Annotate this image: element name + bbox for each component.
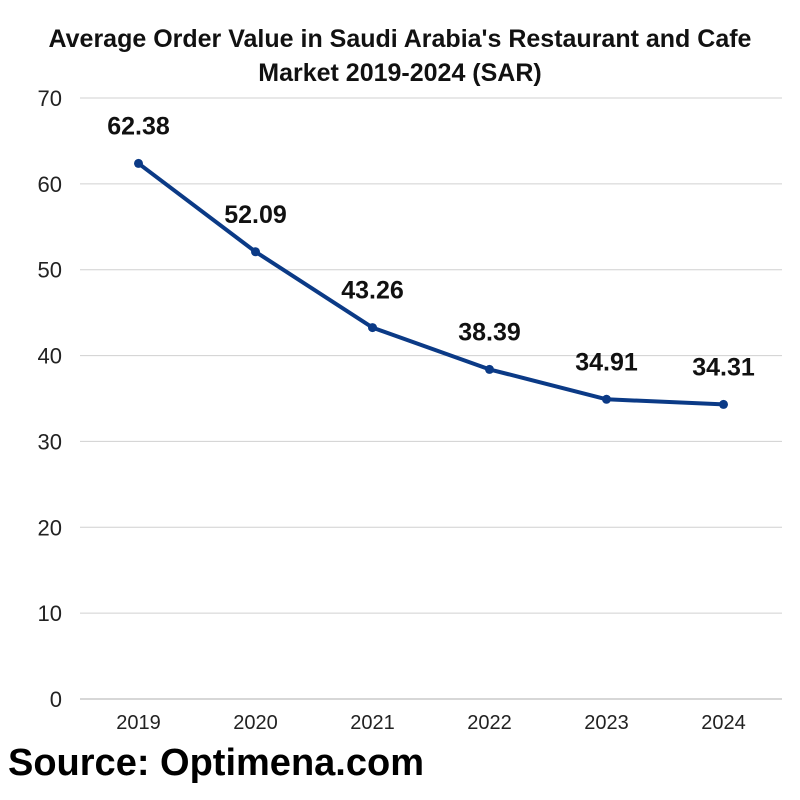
series-line xyxy=(134,158,728,409)
data-point xyxy=(602,394,611,404)
source-caption: Source: Optimena.com xyxy=(8,742,424,784)
data-label: 34.31 xyxy=(692,353,755,381)
y-tick-label: 30 xyxy=(38,429,62,454)
y-tick-label: 60 xyxy=(38,172,62,197)
series-polyline xyxy=(136,161,726,407)
data-label: 52.09 xyxy=(224,201,287,229)
x-tick-label: 2021 xyxy=(350,712,395,734)
data-label: 62.38 xyxy=(107,112,170,140)
y-tick-label: 10 xyxy=(38,601,62,626)
y-tick-label: 20 xyxy=(38,515,62,540)
y-tick-label: 50 xyxy=(38,258,62,283)
data-label: 38.39 xyxy=(458,318,521,346)
data-point xyxy=(251,247,260,257)
data-point xyxy=(719,399,728,409)
y-tick-label: 0 xyxy=(50,687,62,712)
y-tick-label: 40 xyxy=(38,344,62,369)
x-tick-label: 2023 xyxy=(584,712,629,734)
data-label: 34.91 xyxy=(575,348,638,376)
gridlines xyxy=(80,97,782,700)
axes: 0 10 20 30 40 50 60 70 2019 2020 2021 2022 2023 2024 xyxy=(38,86,746,734)
x-tick-label: 2024 xyxy=(701,712,746,734)
x-tick-label: 2020 xyxy=(233,712,278,734)
x-tick-label: 2022 xyxy=(467,712,512,734)
chart-title: Average Order Value in Saudi Arabia's Re… xyxy=(48,25,752,87)
y-tick-label: 70 xyxy=(38,86,62,111)
data-labels: 62.38 52.09 43.26 38.39 34.91 34.31 xyxy=(107,112,755,381)
data-label: 43.26 xyxy=(341,277,404,305)
data-point xyxy=(134,158,143,168)
x-tick-label: 2019 xyxy=(116,712,161,734)
data-point xyxy=(368,323,377,333)
data-point xyxy=(485,364,494,374)
